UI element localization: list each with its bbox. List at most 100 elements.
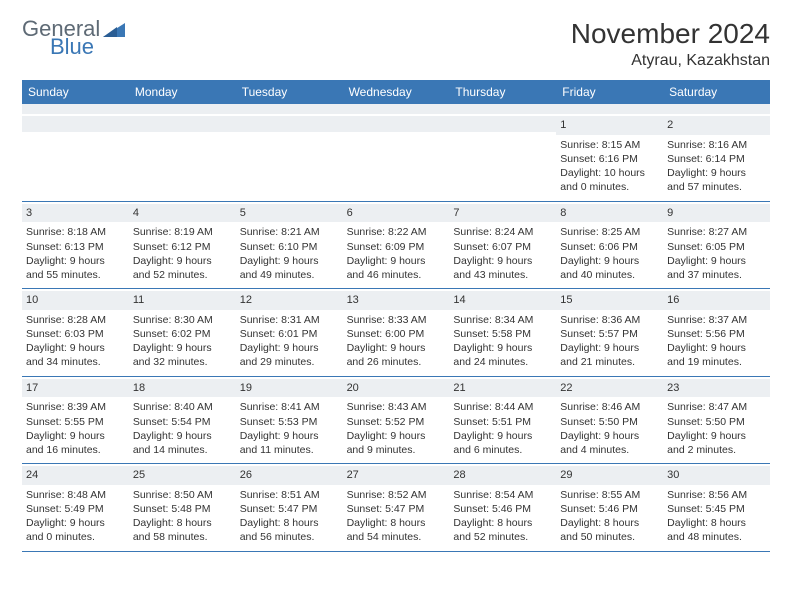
sunrise-text: Sunrise: 8:18 AM: [26, 225, 125, 239]
day-cell: 14Sunrise: 8:34 AMSunset: 5:58 PMDayligh…: [449, 289, 556, 376]
day-cell: 28 Sunrise: 8:54 AMSunset: 5:46 PMDayligh…: [449, 464, 556, 551]
day-info: Sunrise: 8:51 AMSunset: 5:47 PMDaylight:…: [240, 488, 339, 545]
day-info: Sunrise: 8:19 AMSunset: 6:12 PMDaylight:…: [133, 225, 232, 282]
day1-text: Daylight: 9 hours: [26, 341, 125, 355]
sunrise-text: Sunrise: 8:31 AM: [240, 313, 339, 327]
day-number: 23: [663, 379, 770, 398]
day-info: Sunrise: 8:24 AMSunset: 6:07 PMDaylight:…: [453, 225, 552, 282]
sunset-text: Sunset: 5:57 PM: [560, 327, 659, 341]
day-number-blank: [343, 116, 450, 132]
title-block: November 2024 Atyrau, Kazakhstan: [571, 18, 770, 70]
day-number: 1: [556, 116, 663, 135]
empty-cell: [236, 114, 343, 201]
calendar-grid: 1Sunrise: 8:15 AMSunset: 6:16 PMDaylight…: [22, 114, 770, 552]
sunrise-text: Sunrise: 8:15 AM: [560, 138, 659, 152]
sunset-text: Sunset: 6:00 PM: [347, 327, 446, 341]
day-number-blank: [236, 116, 343, 132]
sunset-text: Sunset: 5:45 PM: [667, 502, 766, 516]
sunset-text: Sunset: 6:02 PM: [133, 327, 232, 341]
weekday-label: Monday: [129, 80, 236, 104]
day2-text: and 9 minutes.: [347, 443, 446, 457]
day-number: 10: [22, 291, 129, 310]
day2-text: and 56 minutes.: [240, 530, 339, 544]
day-cell: 30Sunrise: 8:56 AMSunset: 5:45 PMDayligh…: [663, 464, 770, 551]
month-title: November 2024: [571, 18, 770, 50]
day-info: Sunrise: 8:47 AMSunset: 5:50 PMDaylight:…: [667, 400, 766, 457]
day-number: 17: [22, 379, 129, 398]
day2-text: and 14 minutes.: [133, 443, 232, 457]
sunrise-text: Sunrise: 8:52 AM: [347, 488, 446, 502]
weekday-label: Friday: [556, 80, 663, 104]
day2-text: and 4 minutes.: [560, 443, 659, 457]
day-cell: 4 Sunrise: 8:19 AMSunset: 6:12 PMDaylight…: [129, 202, 236, 289]
day-number: 6: [343, 204, 450, 223]
day-info: Sunrise: 8:44 AMSunset: 5:51 PMDaylight:…: [453, 400, 552, 457]
sunset-text: Sunset: 6:03 PM: [26, 327, 125, 341]
sunset-text: Sunset: 5:56 PM: [667, 327, 766, 341]
day-cell: 21Sunrise: 8:44 AMSunset: 5:51 PMDayligh…: [449, 377, 556, 464]
sunrise-text: Sunrise: 8:46 AM: [560, 400, 659, 414]
sunset-text: Sunset: 6:12 PM: [133, 240, 232, 254]
sunrise-text: Sunrise: 8:39 AM: [26, 400, 125, 414]
day1-text: Daylight: 9 hours: [453, 341, 552, 355]
day-number-blank: [129, 116, 236, 132]
day-number: 4: [129, 204, 236, 223]
week-row: 3Sunrise: 8:18 AMSunset: 6:13 PMDaylight…: [22, 202, 770, 290]
day2-text: and 6 minutes.: [453, 443, 552, 457]
day-info: Sunrise: 8:31 AMSunset: 6:01 PMDaylight:…: [240, 313, 339, 370]
sunset-text: Sunset: 5:48 PM: [133, 502, 232, 516]
day1-text: Daylight: 8 hours: [240, 516, 339, 530]
day-cell: 18Sunrise: 8:40 AMSunset: 5:54 PMDayligh…: [129, 377, 236, 464]
day-cell: 11Sunrise: 8:30 AMSunset: 6:02 PMDayligh…: [129, 289, 236, 376]
page-header: General Blue November 2024 Atyrau, Kazak…: [22, 18, 770, 70]
location: Atyrau, Kazakhstan: [571, 52, 770, 70]
sunrise-text: Sunrise: 8:28 AM: [26, 313, 125, 327]
sunset-text: Sunset: 6:05 PM: [667, 240, 766, 254]
day-info: Sunrise: 8:50 AMSunset: 5:48 PMDaylight:…: [133, 488, 232, 545]
sunrise-text: Sunrise: 8:27 AM: [667, 225, 766, 239]
day-info: Sunrise: 8:22 AMSunset: 6:09 PMDaylight:…: [347, 225, 446, 282]
day2-text: and 58 minutes.: [133, 530, 232, 544]
week-row: 1Sunrise: 8:15 AMSunset: 6:16 PMDaylight…: [22, 114, 770, 202]
sunrise-text: Sunrise: 8:37 AM: [667, 313, 766, 327]
day-cell: 6 Sunrise: 8:22 AMSunset: 6:09 PMDaylight…: [343, 202, 450, 289]
day2-text: and 43 minutes.: [453, 268, 552, 282]
day-info: Sunrise: 8:43 AMSunset: 5:52 PMDaylight:…: [347, 400, 446, 457]
day-info: Sunrise: 8:28 AMSunset: 6:03 PMDaylight:…: [26, 313, 125, 370]
day-number: 29: [556, 466, 663, 485]
day-info: Sunrise: 8:30 AMSunset: 6:02 PMDaylight:…: [133, 313, 232, 370]
sunrise-text: Sunrise: 8:16 AM: [667, 138, 766, 152]
sunset-text: Sunset: 6:07 PM: [453, 240, 552, 254]
day2-text: and 57 minutes.: [667, 180, 766, 194]
sunset-text: Sunset: 6:01 PM: [240, 327, 339, 341]
day1-text: Daylight: 9 hours: [26, 429, 125, 443]
logo-word2: Blue: [50, 36, 125, 58]
sunset-text: Sunset: 6:06 PM: [560, 240, 659, 254]
day-number-blank: [449, 116, 556, 132]
weekday-header: Sunday Monday Tuesday Wednesday Thursday…: [22, 80, 770, 104]
day-info: Sunrise: 8:16 AMSunset: 6:14 PMDaylight:…: [667, 138, 766, 195]
day1-text: Daylight: 9 hours: [240, 254, 339, 268]
day-info: Sunrise: 8:34 AMSunset: 5:58 PMDaylight:…: [453, 313, 552, 370]
day-cell: 5Sunrise: 8:21 AMSunset: 6:10 PMDaylight…: [236, 202, 343, 289]
day-number: 2: [663, 116, 770, 135]
day-info: Sunrise: 8:54 AMSunset: 5:46 PMDaylight:…: [453, 488, 552, 545]
empty-cell: [22, 114, 129, 201]
day-cell: 26Sunrise: 8:51 AMSunset: 5:47 PMDayligh…: [236, 464, 343, 551]
sunset-text: Sunset: 5:58 PM: [453, 327, 552, 341]
day-number: 22: [556, 379, 663, 398]
day-cell: 22Sunrise: 8:46 AMSunset: 5:50 PMDayligh…: [556, 377, 663, 464]
day-cell: 29Sunrise: 8:55 AMSunset: 5:46 PMDayligh…: [556, 464, 663, 551]
day1-text: Daylight: 8 hours: [133, 516, 232, 530]
day-number: 24: [22, 466, 129, 485]
day-cell: 2 Sunrise: 8:16 AMSunset: 6:14 PMDaylight…: [663, 114, 770, 201]
day-number-blank: [22, 116, 129, 132]
spacer-row: [22, 104, 770, 114]
sunrise-text: Sunrise: 8:40 AM: [133, 400, 232, 414]
calendar-page: General Blue November 2024 Atyrau, Kazak…: [0, 0, 792, 562]
day-number: 28: [449, 466, 556, 485]
day1-text: Daylight: 8 hours: [347, 516, 446, 530]
day-number: 16: [663, 291, 770, 310]
sunrise-text: Sunrise: 8:30 AM: [133, 313, 232, 327]
day-info: Sunrise: 8:33 AMSunset: 6:00 PMDaylight:…: [347, 313, 446, 370]
